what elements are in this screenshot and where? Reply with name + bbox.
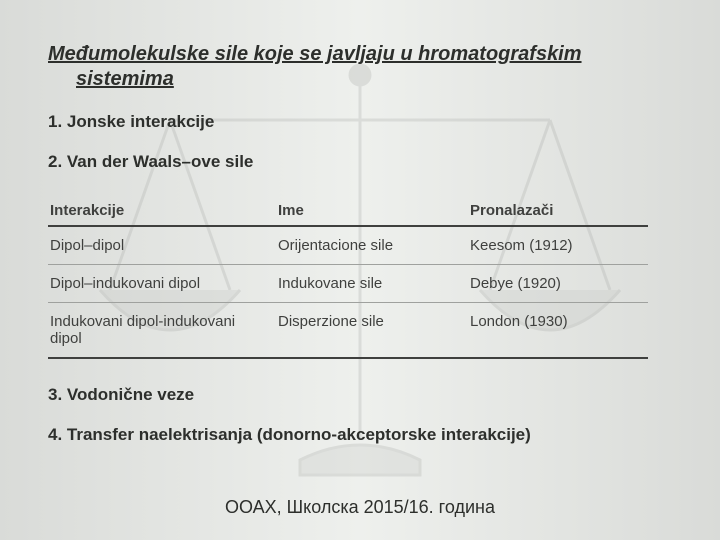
table-header-pronalazaci: Pronalazači <box>468 196 648 226</box>
list-item-4: 4. Transfer naelektrisanja (donorno-akce… <box>48 425 672 445</box>
table-cell: Orijentacione sile <box>276 226 468 265</box>
table-cell: Indukovane sile <box>276 265 468 303</box>
list-item-3: 3. Vodonične veze <box>48 385 672 405</box>
title-line-1: Međumolekulske sile koje se javljaju u h… <box>48 43 582 65</box>
table-header-ime: Ime <box>276 196 468 226</box>
table-header-row: Interakcije Ime Pronalazači <box>48 196 648 226</box>
list-item-2: 2. Van der Waals–ove sile <box>48 152 672 172</box>
table-cell: Debye (1920) <box>468 265 648 303</box>
forces-table-wrap: Interakcije Ime Pronalazači Dipol–dipol … <box>48 196 672 359</box>
forces-table: Interakcije Ime Pronalazači Dipol–dipol … <box>48 196 648 359</box>
slide-footer: ООАХ, Школска 2015/16. година <box>0 497 720 518</box>
title-line-2: sistemima <box>48 68 174 90</box>
slide: Međumolekulske sile koje se javljaju u h… <box>0 0 720 540</box>
table-cell: Disperzione sile <box>276 303 468 359</box>
table-cell: Dipol–indukovani dipol <box>48 265 276 303</box>
table-cell: Keesom (1912) <box>468 226 648 265</box>
slide-content: Međumolekulske sile koje se javljaju u h… <box>0 0 720 445</box>
slide-title: Međumolekulske sile koje se javljaju u h… <box>48 42 672 92</box>
table-cell: London (1930) <box>468 303 648 359</box>
table-cell: Indukovani dipol-indukovani dipol <box>48 303 276 359</box>
table-cell: Dipol–dipol <box>48 226 276 265</box>
list-item-1: 1. Jonske interakcije <box>48 112 672 132</box>
table-row: Dipol–dipol Orijentacione sile Keesom (1… <box>48 226 648 265</box>
table-row: Dipol–indukovani dipol Indukovane sile D… <box>48 265 648 303</box>
table-header-interakcije: Interakcije <box>48 196 276 226</box>
table-row: Indukovani dipol-indukovani dipol Disper… <box>48 303 648 359</box>
